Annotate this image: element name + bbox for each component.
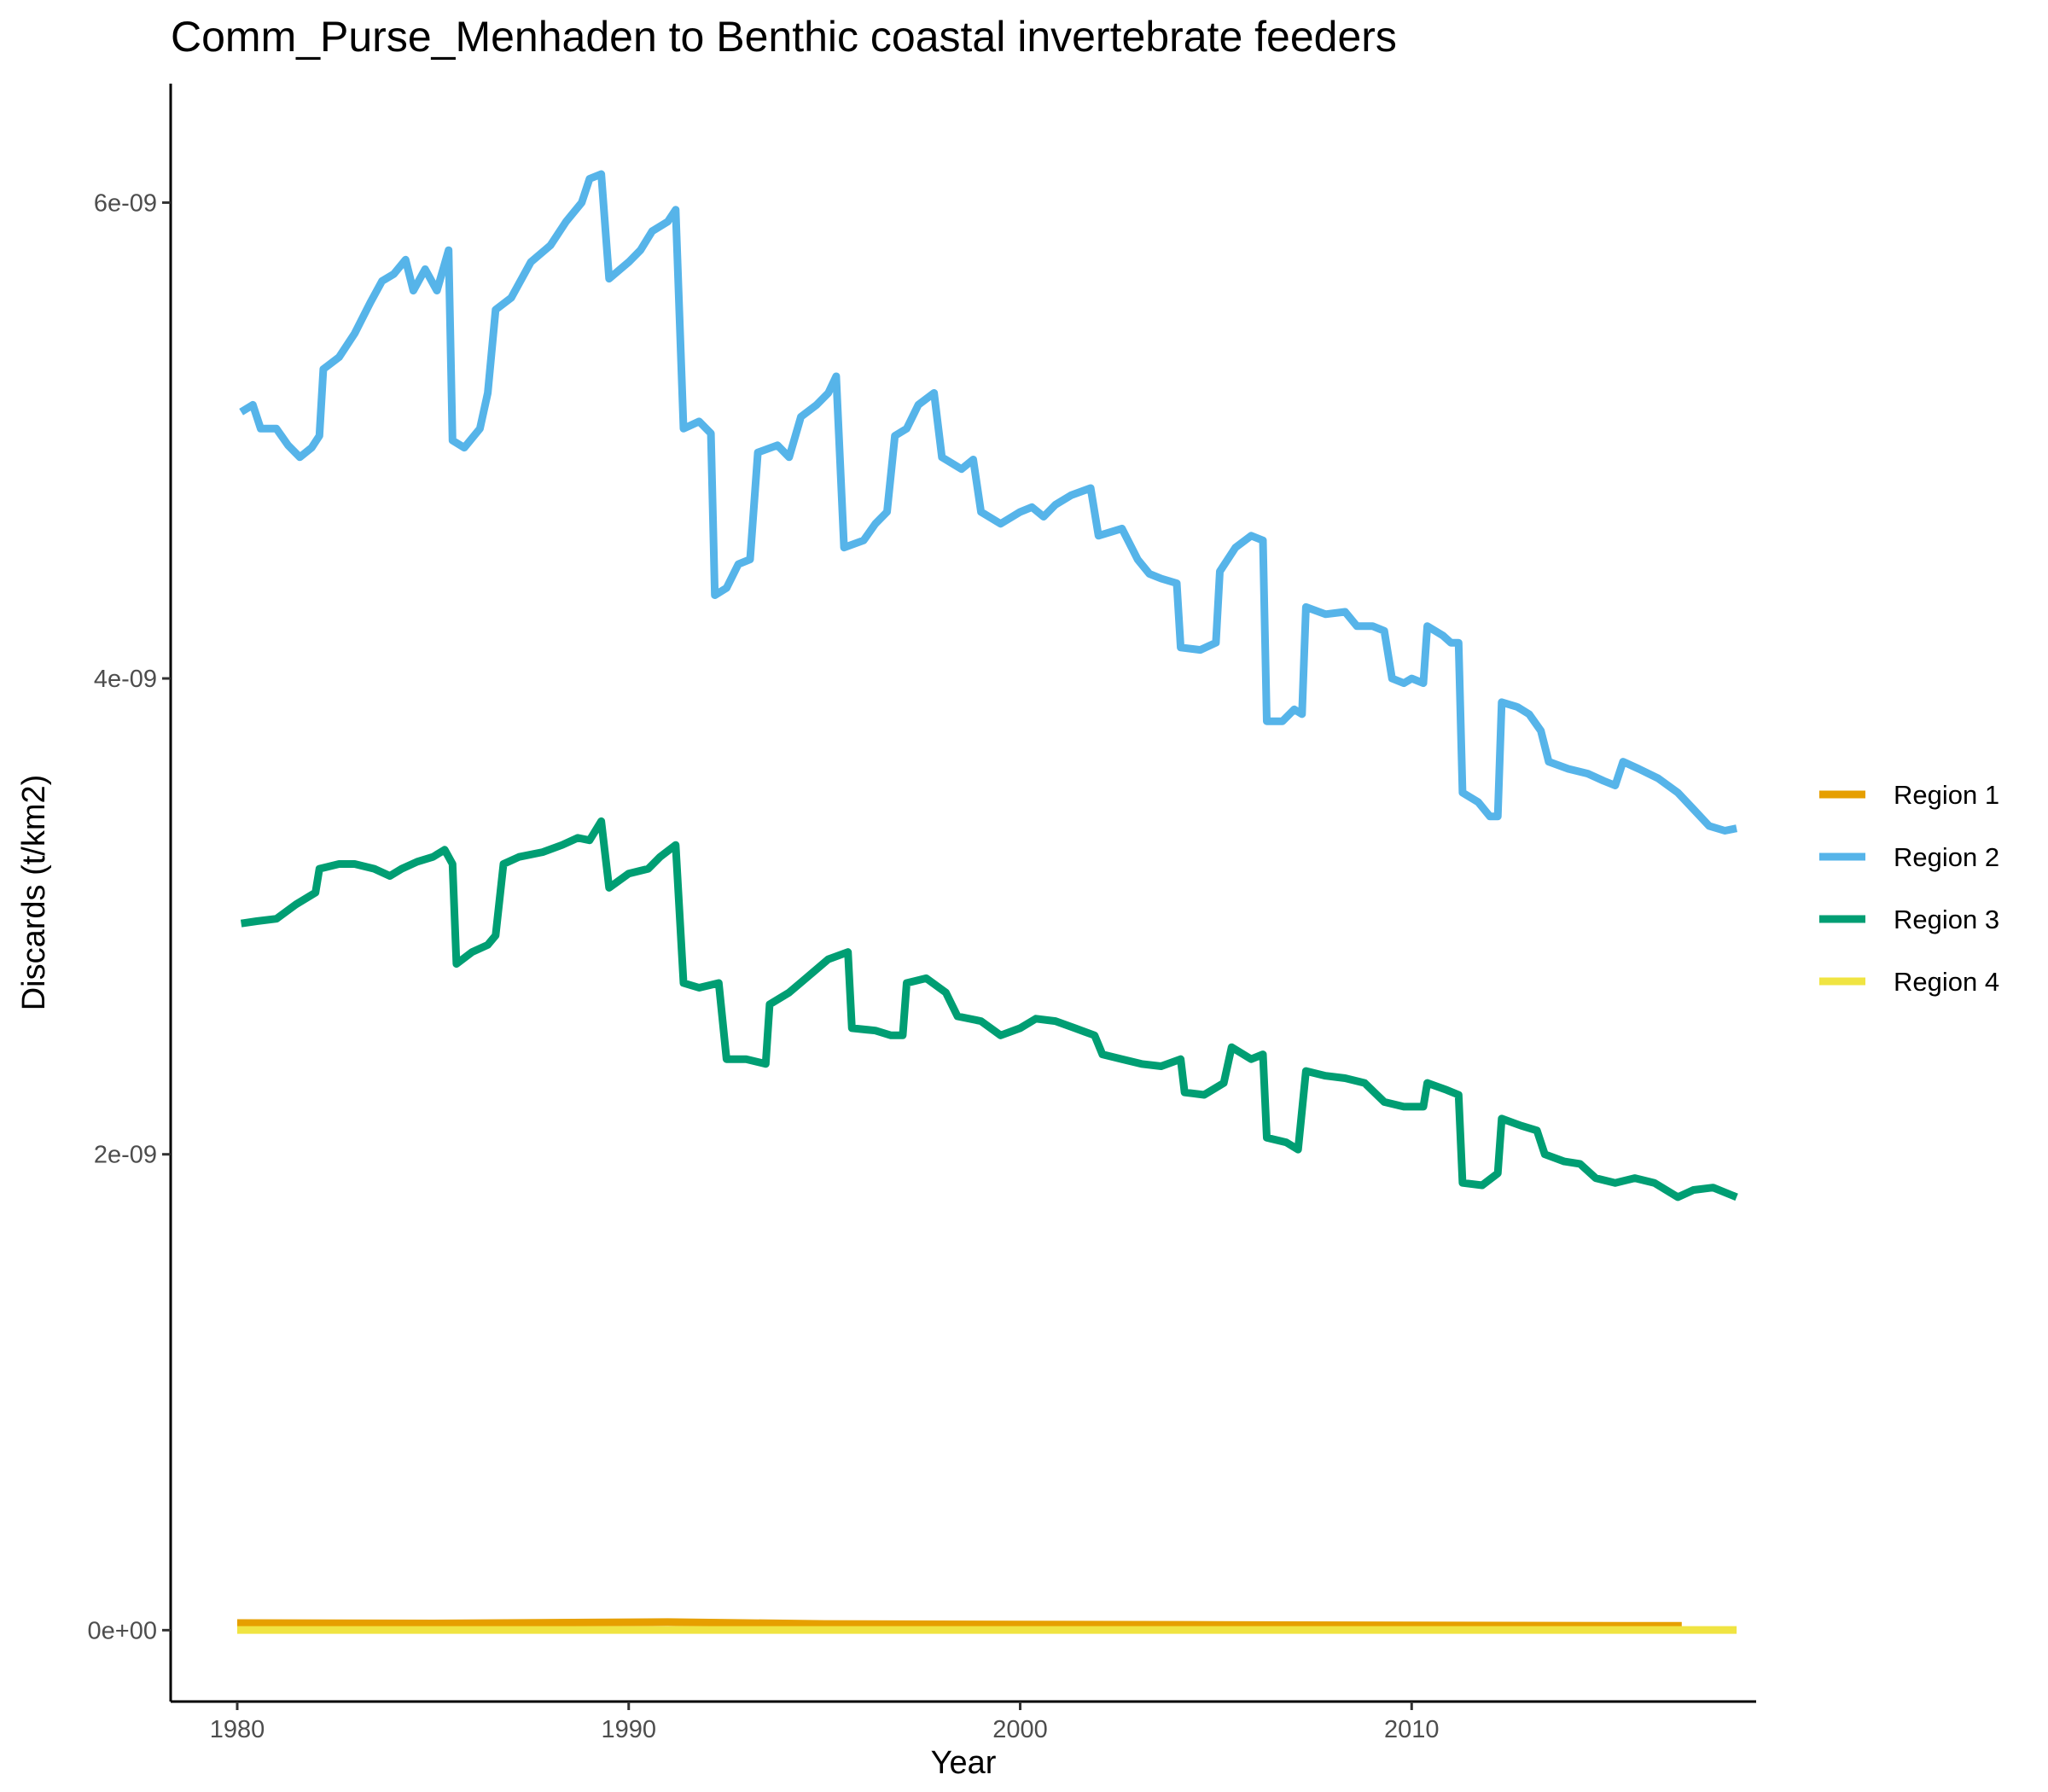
y-axis-title: Discards (t/km2): [16, 775, 52, 1011]
legend-label-region-3: Region 3: [1894, 905, 1999, 934]
x-tick-label: 2010: [1384, 1716, 1440, 1743]
plot-lines: [236, 170, 1738, 1634]
x-tick-label: 1980: [210, 1716, 265, 1743]
x-tick-label: 1990: [601, 1716, 656, 1743]
legend-label-region-4: Region 4: [1894, 967, 1999, 997]
series-line-region-1: [236, 1618, 1682, 1630]
y-tick-label: 6e-09: [94, 189, 157, 217]
y-tick-label: 2e-09: [94, 1142, 157, 1169]
series-line-region-2: [239, 170, 1737, 835]
y-tick-label: 4e-09: [94, 666, 157, 693]
y-tick-label: 0e+00: [88, 1617, 157, 1644]
legend: Region 1 Region 2 Region 3 Region 4: [1819, 780, 1999, 997]
x-axis-title: Year: [931, 1745, 997, 1781]
x-axis-ticks: 1980 1990 2000 2010: [210, 1702, 1440, 1743]
legend-label-region-1: Region 1: [1894, 780, 1999, 810]
chart-title: Comm_Purse_Menhaden to Benthic coastal i…: [171, 13, 1397, 61]
y-axis-ticks: 0e+00 2e-09 4e-09 6e-09: [88, 189, 171, 1644]
x-tick-label: 2000: [992, 1716, 1048, 1743]
legend-label-region-2: Region 2: [1894, 842, 1999, 872]
series-line-region-3: [240, 817, 1738, 1201]
